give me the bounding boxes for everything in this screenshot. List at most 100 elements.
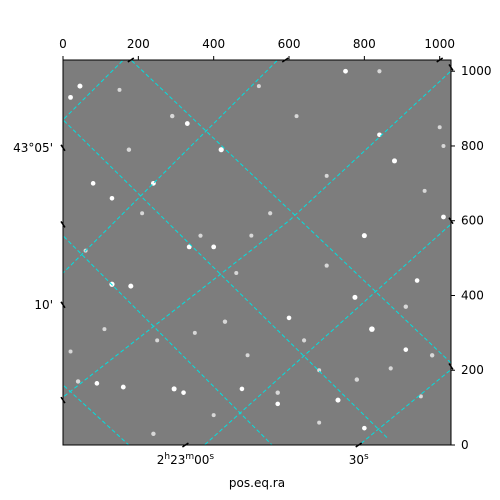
grid-line — [130, 60, 451, 364]
star-point — [441, 143, 446, 148]
star-point — [198, 233, 203, 238]
star-point — [239, 386, 245, 392]
star-point — [170, 113, 175, 119]
y-tick-label: 800 — [461, 139, 484, 153]
star-point — [391, 158, 397, 164]
star-point — [286, 315, 292, 321]
x-tick-label: 200 — [127, 37, 150, 51]
star-point — [422, 188, 427, 193]
world-tick — [436, 57, 444, 63]
star-point — [317, 368, 322, 373]
star-point — [377, 69, 382, 74]
grid-line — [63, 235, 273, 445]
star-point — [414, 278, 420, 283]
grid-line — [63, 119, 388, 438]
star-point — [317, 420, 322, 425]
star-point — [441, 214, 446, 220]
star-point — [192, 330, 197, 335]
star-point — [403, 304, 408, 309]
world-tick — [182, 442, 189, 448]
star-point — [294, 114, 299, 119]
star-point — [362, 425, 367, 431]
y-tick-label: 400 — [461, 288, 484, 302]
dec-tick-label: 43°05' — [13, 141, 53, 155]
star-point — [140, 211, 145, 216]
star-point — [268, 211, 273, 216]
star-point — [109, 196, 115, 201]
star-point — [245, 353, 250, 358]
star-point — [361, 233, 367, 239]
star-point — [275, 401, 281, 407]
x-tick-label: 0 — [59, 37, 67, 51]
dec-tick-label: 10' — [34, 298, 53, 312]
world-tick — [448, 64, 454, 71]
star-point — [90, 181, 96, 186]
star-point — [324, 173, 329, 178]
grid-line — [63, 60, 279, 274]
star-point — [117, 87, 122, 92]
grid-line — [63, 70, 451, 398]
ra-tick-label: 30s — [349, 452, 369, 467]
tick-labels: 0 200 400 600 800 1000 0 200 400 600 800 1000 2h23m0… — [13, 37, 491, 467]
star-point — [120, 384, 126, 390]
world-tick — [127, 57, 135, 63]
star-point — [126, 147, 132, 152]
grid-line — [63, 60, 124, 121]
world-tick — [448, 363, 454, 370]
x-tick-label: 800 — [353, 37, 376, 51]
world-tick — [60, 301, 66, 309]
axis-ticks — [60, 56, 455, 448]
star-point — [403, 347, 409, 352]
star-point — [377, 132, 382, 138]
x-tick-label: 600 — [278, 37, 301, 51]
star-point — [186, 244, 192, 250]
star-point — [275, 390, 280, 395]
x-tick-label: 400 — [202, 37, 225, 51]
star-point — [256, 84, 261, 89]
sky-image — [63, 60, 451, 445]
star-point — [437, 125, 442, 130]
star-point — [184, 121, 190, 126]
star-point — [249, 233, 254, 238]
star-point — [354, 377, 360, 382]
star-point — [335, 397, 341, 403]
star-point — [155, 338, 160, 343]
star-point — [102, 327, 107, 332]
world-tick — [60, 396, 66, 404]
star-point — [94, 381, 100, 386]
plot-frame — [62, 59, 452, 446]
star-point — [418, 394, 423, 399]
star-point — [75, 379, 81, 384]
star-point — [77, 83, 83, 89]
stars-layer — [68, 68, 446, 436]
star-point — [218, 147, 224, 153]
star-point — [388, 366, 393, 371]
world-tick — [60, 221, 66, 228]
grid-line — [63, 384, 130, 445]
x-tick-label: 1000 — [424, 37, 455, 51]
star-point — [211, 413, 216, 418]
x-axis-title: pos.eq.ra — [229, 476, 285, 490]
ra-tick-label: 2h23m00s — [157, 452, 215, 467]
world-tick — [448, 217, 454, 225]
star-point — [352, 294, 358, 300]
grid-line — [358, 368, 451, 445]
world-tick — [355, 442, 363, 448]
star-point — [171, 386, 177, 392]
y-tick-label: 0 — [461, 438, 469, 452]
coordinate-grid — [63, 60, 451, 445]
star-point — [68, 94, 73, 100]
world-tick — [60, 144, 66, 152]
star-point — [324, 263, 329, 268]
star-point — [301, 338, 307, 343]
star-point — [429, 353, 435, 358]
world-tick — [281, 57, 289, 63]
star-point — [181, 390, 186, 395]
y-tick-label: 200 — [461, 363, 484, 377]
star-point — [68, 349, 73, 354]
grid-line — [203, 223, 451, 445]
y-tick-label: 600 — [461, 214, 484, 228]
star-point — [128, 283, 134, 289]
star-point — [343, 68, 348, 74]
